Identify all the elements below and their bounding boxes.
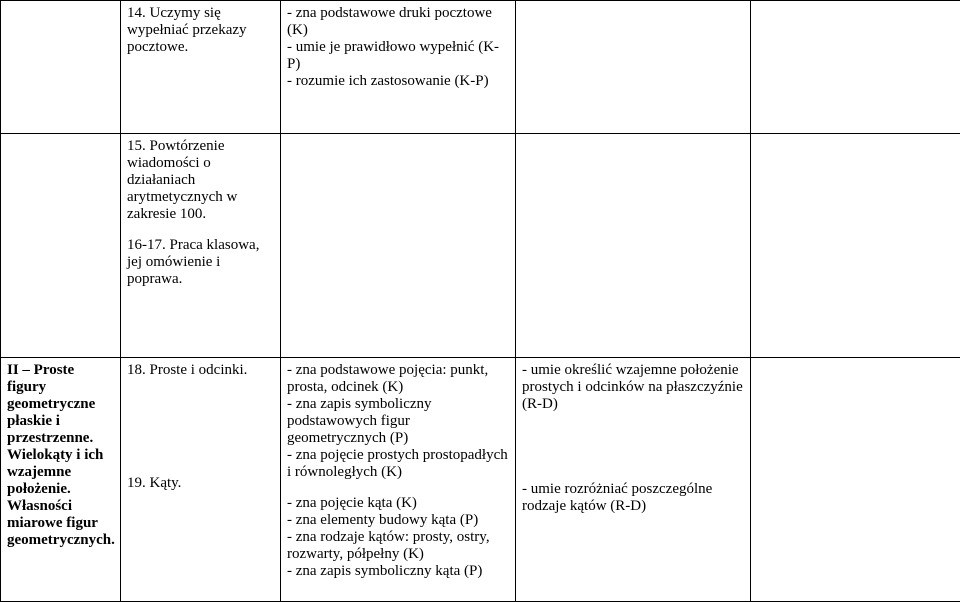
cell-empty bbox=[281, 133, 516, 357]
cell-outcomes: - umie określić wzajemne położenie prost… bbox=[516, 358, 751, 602]
curriculum-table: 14. Uczymy się wypełniać przekazy poczto… bbox=[0, 0, 960, 602]
cell-skills: - zna podstawowe druki pocztowe (K) - um… bbox=[281, 1, 516, 134]
topic-text: 19. Kąty. bbox=[127, 475, 274, 492]
cell-section bbox=[1, 133, 121, 357]
cell-empty bbox=[516, 133, 751, 357]
skills-text: - zna podstawowe druki pocztowe (K) - um… bbox=[287, 5, 499, 89]
cell-empty bbox=[751, 133, 960, 357]
cell-skills: - zna podstawowe pojęcia: punkt, prosta,… bbox=[281, 358, 516, 602]
cell-empty bbox=[751, 1, 960, 134]
topic-text: 18. Proste i odcinki. bbox=[127, 362, 274, 379]
cell-section: II – Proste figury geometryczne płaskie … bbox=[1, 358, 121, 602]
topic-text: 16-17. Praca klasowa, jej omówienie i po… bbox=[127, 237, 274, 288]
cell-topic: 14. Uczymy się wypełniać przekazy poczto… bbox=[121, 1, 281, 134]
table-row: 14. Uczymy się wypełniać przekazy poczto… bbox=[1, 1, 960, 134]
cell-section bbox=[1, 1, 121, 134]
outcome-text: - umie określić wzajemne położenie prost… bbox=[522, 362, 744, 413]
topic-text: 14. Uczymy się wypełniać przekazy poczto… bbox=[127, 5, 247, 55]
table-row: 15. Powtórzenie wiadomości o działaniach… bbox=[1, 133, 960, 357]
cell-empty bbox=[516, 1, 751, 134]
cell-topic: 18. Proste i odcinki. 19. Kąty. bbox=[121, 358, 281, 602]
skills-text: - zna pojęcie kąta (K) - zna elementy bu… bbox=[287, 495, 509, 580]
section-text: II – Proste figury geometryczne płaskie … bbox=[7, 362, 115, 548]
cell-topic: 15. Powtórzenie wiadomości o działaniach… bbox=[121, 133, 281, 357]
cell-empty bbox=[751, 358, 960, 602]
table-row: II – Proste figury geometryczne płaskie … bbox=[1, 358, 960, 602]
skills-text: - zna podstawowe pojęcia: punkt, prosta,… bbox=[287, 362, 509, 481]
outcome-text: - umie rozróżniać poszczególne rodzaje k… bbox=[522, 481, 744, 515]
topic-text: 15. Powtórzenie wiadomości o działaniach… bbox=[127, 138, 274, 223]
